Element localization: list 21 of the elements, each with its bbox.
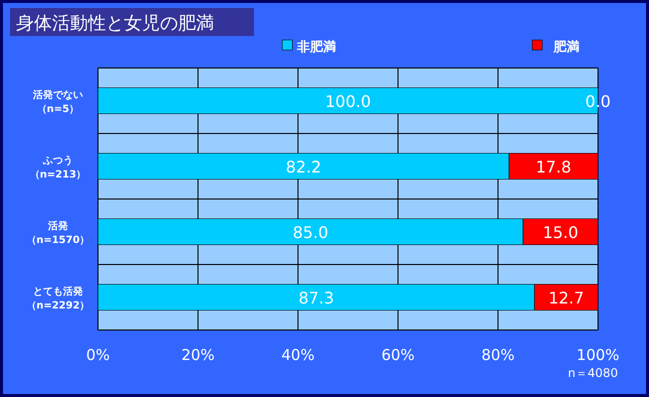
data-label: 100.0 bbox=[325, 92, 371, 111]
data-label: 17.8 bbox=[536, 157, 572, 176]
x-tick-label: 40% bbox=[281, 346, 315, 364]
y-tick-label: とても活発（n=2292） bbox=[26, 285, 90, 312]
y-tick-label: ふつう（n=213） bbox=[30, 155, 86, 180]
x-tick-label: 20% bbox=[181, 346, 215, 364]
x-tick-label: 100% bbox=[576, 346, 620, 364]
legend-label: 肥満 bbox=[552, 40, 580, 55]
text: n＝4080 bbox=[568, 366, 618, 380]
chart-title: 身体活動性と女児の肥満 bbox=[16, 13, 214, 34]
y-tick-label: 活発でない（n=5） bbox=[32, 88, 83, 115]
x-tick-label: 80% bbox=[481, 346, 515, 364]
x-tick-label: 60% bbox=[381, 346, 415, 364]
legend-label: 非肥満 bbox=[296, 40, 336, 55]
data-label: 82.2 bbox=[286, 157, 322, 176]
x-tick-label: 0% bbox=[86, 346, 110, 364]
data-label: 87.3 bbox=[298, 288, 334, 308]
data-label: 12.7 bbox=[548, 288, 584, 308]
data-label: 15.0 bbox=[542, 222, 578, 242]
data-label: 85.0 bbox=[292, 222, 328, 242]
y-tick-label: 活発（n=1570） bbox=[26, 220, 90, 246]
